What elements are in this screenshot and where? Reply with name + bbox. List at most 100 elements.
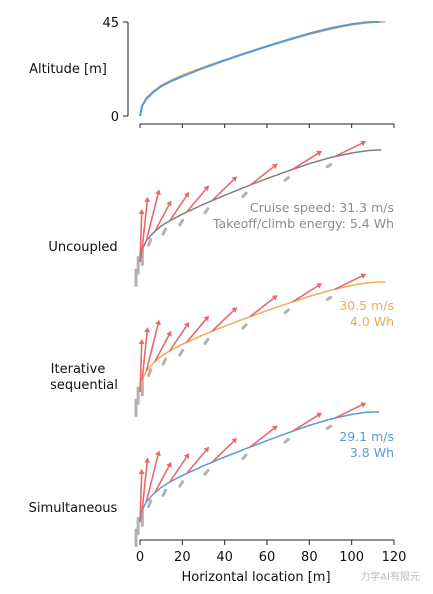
vehicle-iterative-sequential-6 bbox=[203, 337, 210, 345]
thrust-arrow-uncoupled-7 bbox=[249, 166, 275, 186]
thrust-arrow-simultaneous-4 bbox=[168, 456, 188, 483]
thrust-arrowhead-iterative-sequential-1 bbox=[144, 327, 151, 333]
thrust-arrow-simultaneous-8 bbox=[291, 414, 319, 432]
annotation-cruise-speed-uncoupled: Cruise speed: 31.3 m/s bbox=[250, 200, 394, 215]
annotation-energy-iterative: 4.0 Wh bbox=[350, 314, 394, 329]
altitude-ylabel: Altitude [m] bbox=[29, 62, 107, 77]
thrust-arrowhead-iterative-sequential-7 bbox=[271, 295, 278, 301]
altitude-line-uncoupled bbox=[139, 21, 382, 117]
thrust-arrowhead-uncoupled-0 bbox=[138, 209, 145, 215]
thrust-arrowhead-simultaneous-3 bbox=[166, 461, 172, 468]
thrust-arrowhead-simultaneous-9 bbox=[360, 402, 367, 408]
vehicle-iterative-sequential-7 bbox=[241, 323, 248, 330]
thrust-arrowhead-uncoupled-9 bbox=[360, 140, 367, 147]
thrust-arrowhead-simultaneous-1 bbox=[144, 457, 151, 463]
xtick-label-100: 100 bbox=[339, 550, 364, 565]
altitude-line-simultaneous bbox=[139, 21, 380, 117]
altitude-ytick-label-45: 45 bbox=[102, 16, 119, 31]
thrust-arrowhead-uncoupled-6 bbox=[231, 176, 238, 182]
thrust-arrow-iterative-sequential-1 bbox=[141, 331, 148, 380]
thrust-arrowhead-simultaneous-7 bbox=[271, 425, 278, 431]
thrust-arrow-simultaneous-6 bbox=[211, 440, 235, 463]
panel-iterative-sequential: Iterative sequential 30.5 m/s 4.0 Wh bbox=[50, 273, 394, 418]
annotation-cruise-speed-iterative: 30.5 m/s bbox=[339, 298, 394, 313]
xtick-label-60: 60 bbox=[259, 550, 276, 565]
vehicle-simultaneous-6 bbox=[203, 468, 210, 476]
trajectory-simultaneous bbox=[139, 411, 380, 523]
xtick-label-80: 80 bbox=[301, 550, 318, 565]
trajectory-iterative-sequential bbox=[139, 281, 386, 393]
thrust-arrow-iterative-sequential-2 bbox=[145, 324, 159, 372]
thrust-arrow-iterative-sequential-9 bbox=[334, 275, 363, 291]
vehicle-iterative-sequential-9 bbox=[325, 295, 333, 301]
vehicle-simultaneous-5 bbox=[178, 480, 185, 488]
thrust-arrow-simultaneous-3 bbox=[154, 465, 170, 494]
thrust-arrowhead-uncoupled-3 bbox=[166, 200, 172, 207]
vehicle-uncoupled-7 bbox=[241, 191, 248, 199]
thrust-arrowhead-iterative-sequential-5 bbox=[203, 315, 210, 322]
thrust-arrowhead-uncoupled-8 bbox=[316, 150, 323, 157]
annotation-energy-uncoupled: Takeoff/climb energy: 5.4 Wh bbox=[212, 216, 394, 231]
thrust-arrow-uncoupled-3 bbox=[154, 204, 170, 232]
vehicle-uncoupled-6 bbox=[203, 207, 210, 215]
thrust-arrow-simultaneous-1 bbox=[141, 462, 148, 511]
thrust-arrow-uncoupled-6 bbox=[211, 179, 235, 202]
thrust-arrow-simultaneous-2 bbox=[145, 455, 159, 503]
thrust-arrow-simultaneous-7 bbox=[249, 427, 275, 448]
thrust-arrowhead-iterative-sequential-4 bbox=[183, 321, 190, 328]
xtick-label-40: 40 bbox=[216, 550, 233, 565]
vehicle-uncoupled-8 bbox=[283, 175, 290, 182]
thrust-arrow-simultaneous-0 bbox=[139, 474, 143, 523]
thrust-arrowhead-simultaneous-4 bbox=[183, 453, 190, 460]
vehicle-iterative-sequential-5 bbox=[178, 348, 185, 357]
panel-label-iterative-line2: sequential bbox=[50, 378, 118, 393]
thrust-arrow-iterative-sequential-5 bbox=[185, 318, 207, 343]
thrust-arrow-iterative-sequential-3 bbox=[154, 334, 170, 363]
xtick-label-20: 20 bbox=[174, 550, 191, 565]
altitude-line-iterative-sequential bbox=[139, 21, 386, 117]
vehicle-iterative-sequential-8 bbox=[283, 308, 290, 315]
thrust-arrowhead-simultaneous-2 bbox=[155, 450, 161, 457]
vehicle-simultaneous-3 bbox=[147, 499, 153, 508]
xtick-label-120: 120 bbox=[382, 550, 407, 565]
thrust-arrow-uncoupled-8 bbox=[291, 152, 319, 171]
thrust-arrow-iterative-sequential-4 bbox=[168, 325, 188, 352]
annotation-cruise-speed-simultaneous: 29.1 m/s bbox=[339, 429, 394, 444]
vehicle-uncoupled-5 bbox=[178, 218, 185, 227]
thrust-arrowhead-uncoupled-7 bbox=[271, 163, 278, 170]
thrust-arrowhead-uncoupled-5 bbox=[203, 185, 210, 192]
bottom-x-axis: 0 20 40 60 80 100 120 Horizontal location [m] bbox=[136, 539, 407, 585]
thrust-arrowhead-iterative-sequential-3 bbox=[166, 330, 172, 337]
vehicle-uncoupled-4 bbox=[161, 227, 168, 236]
vehicle-iterative-sequential-4 bbox=[161, 357, 168, 366]
thrust-arrowhead-simultaneous-5 bbox=[203, 446, 210, 453]
panel-uncoupled: Uncoupled Cruise speed: 31.3 m/s Takeoff… bbox=[48, 140, 394, 288]
thrust-arrow-iterative-sequential-8 bbox=[291, 285, 319, 303]
watermark: 力学AI有限元 bbox=[360, 570, 420, 583]
thrust-arrowhead-iterative-sequential-8 bbox=[316, 283, 323, 289]
thrust-arrow-uncoupled-1 bbox=[141, 201, 148, 250]
vehicle-uncoupled-9 bbox=[325, 163, 333, 169]
thrust-arrowhead-simultaneous-8 bbox=[316, 412, 323, 418]
x-axis-label: Horizontal location [m] bbox=[181, 570, 330, 585]
panel-simultaneous: Simultaneous 29.1 m/s 3.8 Wh bbox=[29, 402, 394, 548]
thrust-arrowhead-iterative-sequential-2 bbox=[155, 319, 161, 326]
thrust-arrowhead-uncoupled-1 bbox=[144, 196, 151, 203]
panel-label-uncoupled: Uncoupled bbox=[48, 240, 117, 255]
thrust-arrowhead-iterative-sequential-9 bbox=[360, 273, 367, 279]
vehicle-simultaneous-7 bbox=[241, 453, 248, 461]
thrust-arrow-uncoupled-2 bbox=[145, 194, 159, 242]
thrust-arrow-simultaneous-5 bbox=[185, 450, 207, 475]
thrust-arrow-uncoupled-4 bbox=[168, 195, 188, 222]
thrust-arrowhead-iterative-sequential-6 bbox=[231, 307, 238, 313]
vehicle-simultaneous-8 bbox=[283, 437, 290, 444]
vehicle-iterative-sequential-3 bbox=[147, 368, 153, 377]
thrust-arrow-uncoupled-5 bbox=[185, 188, 207, 213]
panel-label-simultaneous: Simultaneous bbox=[29, 501, 118, 516]
thrust-arrowhead-simultaneous-0 bbox=[138, 469, 145, 475]
trajectory-uncoupled bbox=[139, 149, 382, 263]
thrust-arrow-uncoupled-9 bbox=[334, 142, 363, 158]
vehicle-simultaneous-9 bbox=[325, 424, 333, 430]
thrust-arrowhead-iterative-sequential-0 bbox=[138, 339, 145, 345]
annotation-energy-simultaneous: 3.8 Wh bbox=[350, 445, 394, 460]
